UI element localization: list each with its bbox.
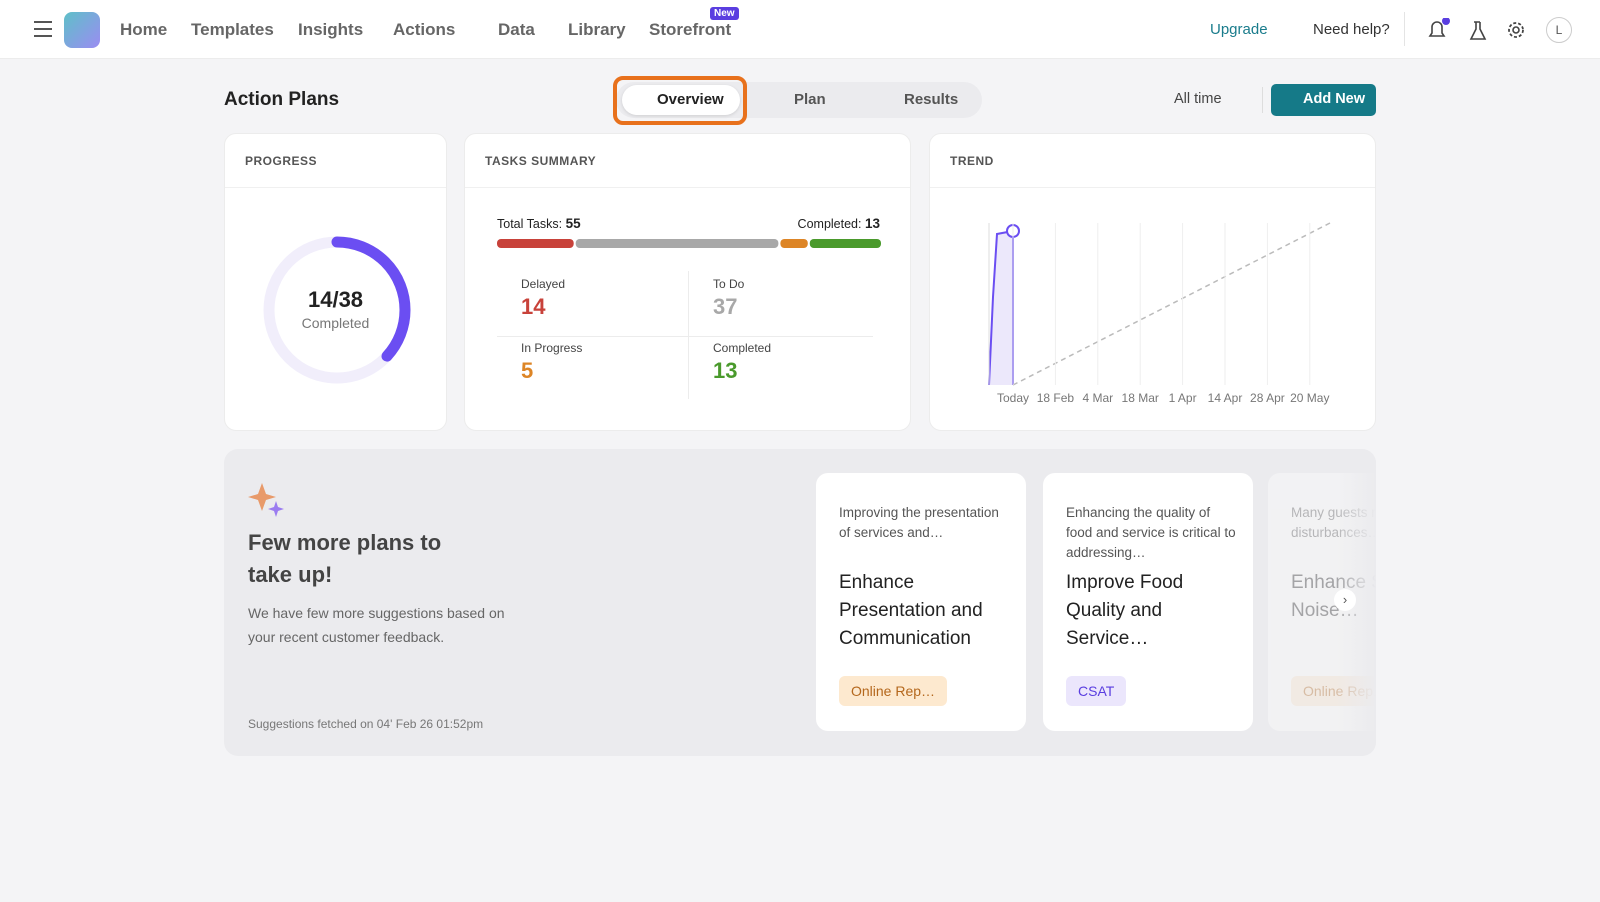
- tasks-card: TASKS SUMMARY Total Tasks: 55 Completed:…: [464, 133, 911, 431]
- x-tick-label: 1 Apr: [1169, 391, 1197, 405]
- x-tick-label: Today: [997, 391, 1029, 405]
- next-button[interactable]: ›: [1334, 589, 1356, 611]
- nav-item[interactable]: Storefront: [649, 20, 732, 39]
- total-count: 38: [338, 287, 364, 312]
- nav-item[interactable]: Insights: [298, 20, 364, 39]
- trend-chart: Today 18 Feb 4 Mar 18 Mar 1 Apr 14 Apr 28 Apr 2…: [988, 222, 1331, 405]
- nav-item[interactable]: Actions: [393, 20, 456, 39]
- progress-card: PROGRESS 14/38 Completed: [224, 133, 447, 431]
- range-select[interactable]: All time: [1174, 91, 1222, 107]
- card-title: PROGRESS: [245, 154, 318, 168]
- target-line: [1012, 222, 1331, 386]
- suggestions-panel: Few more plans to take up! We have few m…: [224, 449, 1376, 756]
- new-badge: New: [710, 7, 739, 20]
- separator: [930, 187, 1375, 188]
- task-bar: [497, 239, 881, 248]
- suggestions-footer: Suggestions fetched on 04' Feb 26 01:52p…: [248, 717, 484, 731]
- nav-item[interactable]: Library: [568, 20, 626, 39]
- divider: [497, 336, 873, 337]
- progress-label: Completed: [301, 315, 370, 331]
- x-tick-label: 18 Mar: [1122, 391, 1159, 405]
- x-tick-label: 14 Apr: [1208, 391, 1243, 405]
- suggestions-title: Few more plans to take up!: [248, 530, 442, 587]
- stat-value: 37: [713, 294, 738, 319]
- tab[interactable]: Results: [904, 91, 959, 108]
- card-title: TASKS SUMMARY: [485, 154, 597, 168]
- bar-segment: [497, 239, 574, 248]
- tab[interactable]: Plan: [794, 91, 826, 108]
- trend-card: TREND Today 18 Feb 4 Mar 18 Mar 1 Apr 14 Apr 2…: [929, 133, 1376, 431]
- tab-active-bg: [622, 85, 740, 115]
- divider: [1262, 87, 1263, 113]
- value: 55: [565, 216, 581, 231]
- page-title: Action Plans: [224, 89, 340, 110]
- label: Completed:: [797, 217, 862, 231]
- stat-value: 13: [713, 358, 738, 383]
- stat-label: Delayed: [521, 277, 566, 291]
- card-tag: CSAT: [1066, 676, 1127, 706]
- logo[interactable]: [64, 12, 100, 48]
- divider: [688, 271, 689, 399]
- bar-segment: [780, 239, 808, 248]
- nav-icons[interactable]: [1426, 18, 1576, 44]
- suggestion-card[interactable]: Improving the presentation of services a…: [816, 473, 1026, 731]
- stat-value: 5: [521, 358, 534, 383]
- total-tasks: Total Tasks: 55: [497, 216, 581, 231]
- card-intro: Enhancing the quality of food and servic…: [1066, 505, 1236, 560]
- separator: [225, 187, 446, 188]
- suggestions-description: We have few more suggestions based on yo…: [248, 605, 505, 645]
- help-link[interactable]: Need help?: [1313, 21, 1390, 38]
- value: 13: [864, 216, 880, 231]
- tab[interactable]: Overview: [657, 91, 724, 108]
- divider: [1404, 12, 1405, 46]
- donut-arc: [263, 236, 411, 384]
- top-nav: Home Templates Insights Actions Data Lib…: [0, 0, 1600, 59]
- x-tick-label: 4 Mar: [1082, 391, 1113, 405]
- add-new-button[interactable]: Add New: [1271, 84, 1376, 116]
- upgrade-link[interactable]: Upgrade: [1210, 21, 1268, 38]
- label: Total Tasks:: [497, 217, 563, 231]
- avatar[interactable]: L: [1546, 17, 1572, 43]
- sparkle-icon: [248, 483, 284, 517]
- stat-label: To Do: [713, 277, 745, 291]
- menu-icon[interactable]: [33, 20, 53, 38]
- stat-label: Completed: [713, 341, 772, 355]
- card-title: TREND: [950, 154, 994, 168]
- card-name: Improve Food Quality and Service…: [1066, 572, 1184, 649]
- progress-fraction: 14/38: [307, 287, 364, 312]
- x-tick-label: 20 May: [1290, 391, 1329, 405]
- nav-item[interactable]: Data: [498, 20, 535, 39]
- x-tick-label: 28 Apr: [1250, 391, 1285, 405]
- nav-item[interactable]: Home: [120, 20, 168, 39]
- x-tick-label: 18 Feb: [1037, 391, 1075, 405]
- completed-tasks: Completed: 13: [798, 216, 880, 231]
- stat-value: 14: [521, 294, 546, 319]
- suggestion-card[interactable]: Enhancing the quality of food and servic…: [1043, 473, 1253, 731]
- card-name: Enhance Presentation and Communication: [839, 572, 983, 649]
- bar-segment: [809, 239, 881, 248]
- stat-label: In Progress: [521, 341, 583, 355]
- bar-segment: [575, 239, 779, 248]
- nav-item[interactable]: Templates: [191, 20, 274, 39]
- highlight-box: [613, 76, 747, 125]
- card-intro: Improving the presentation of services a…: [839, 505, 999, 540]
- card-tag: Online Rep…: [839, 676, 948, 706]
- separator: [465, 187, 910, 188]
- donut: [263, 236, 411, 384]
- completed-count: 14: [307, 287, 333, 312]
